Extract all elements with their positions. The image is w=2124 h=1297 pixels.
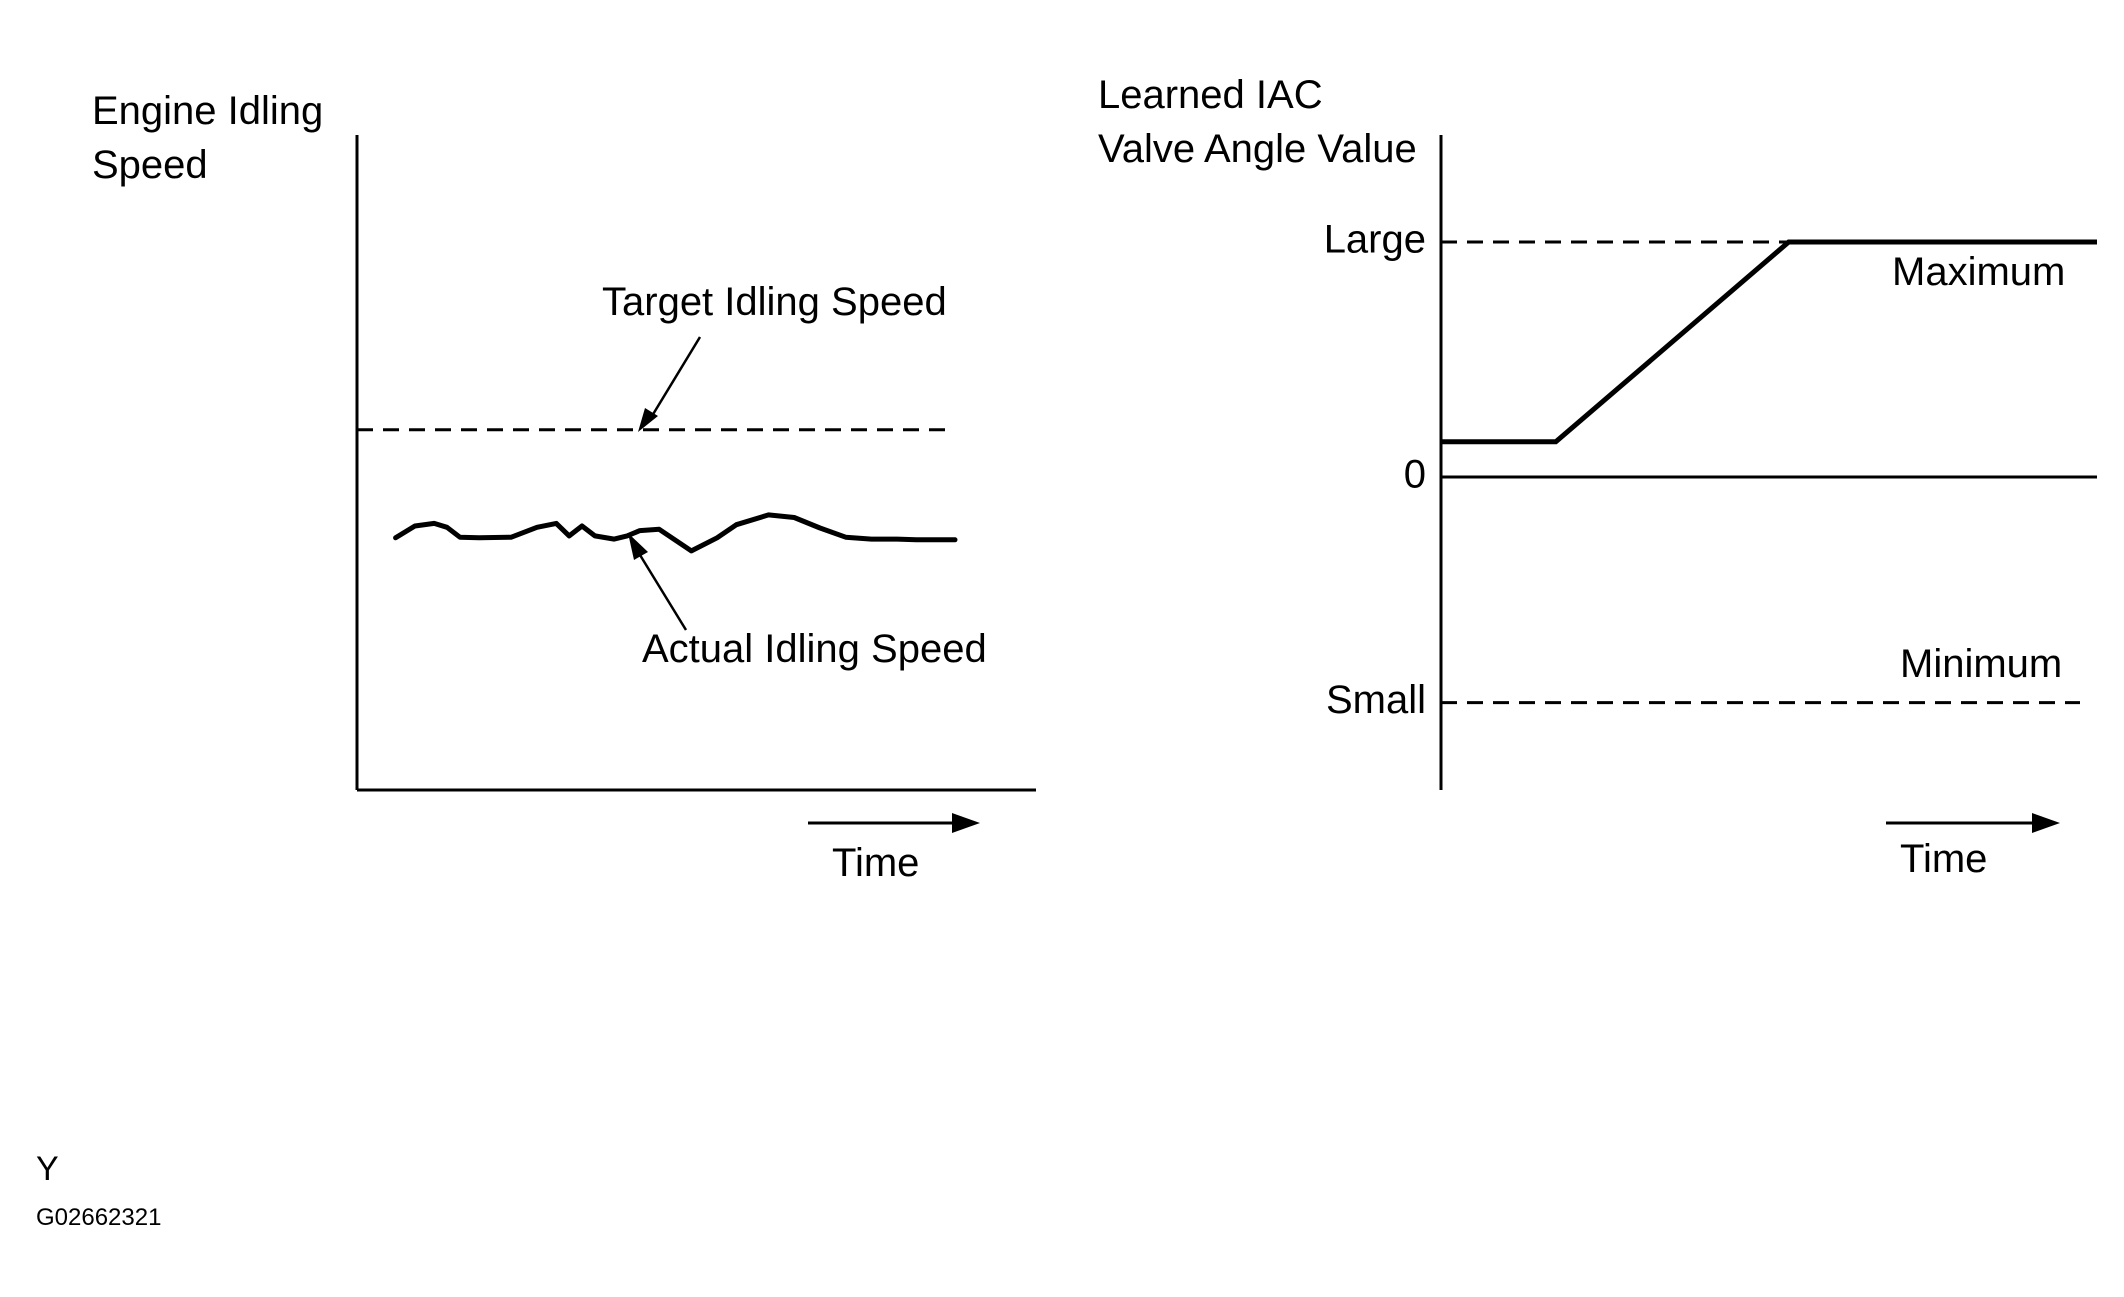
corner-letter: Y — [36, 1150, 59, 1188]
actual-annotation-arrow-line — [638, 554, 688, 631]
chart-learned-iac-value: Learned IAC Valve Angle Value Large 0 Sm… — [1098, 73, 2097, 881]
left-ylabel-line2: Speed — [92, 143, 208, 187]
chart-engine-idling-speed: Engine Idling Speed Target Idling Speed … — [92, 89, 1036, 885]
target-idling-speed-label: Target Idling Speed — [602, 280, 947, 324]
minimum-label: Minimum — [1900, 642, 2062, 686]
actual-idling-speed-label: Actual Idling Speed — [642, 627, 987, 671]
left-time-arrowhead — [952, 813, 980, 833]
target-annotation-arrow-line — [650, 336, 702, 417]
right-ylabel-line1: Learned IAC — [1098, 73, 1323, 117]
actual-annotation-arrowhead — [628, 533, 648, 560]
maximum-label: Maximum — [1892, 250, 2065, 294]
figure-code: G02662321 — [36, 1204, 161, 1231]
right-ylabel-line2: Valve Angle Value — [1098, 127, 1417, 171]
learned-value-line — [1441, 239, 2097, 445]
left-ylabel-line1: Engine Idling — [92, 89, 323, 133]
target-annotation-arrowhead — [638, 408, 658, 432]
ytick-zero: 0 — [1404, 453, 1426, 497]
right-xlabel: Time — [1900, 837, 1987, 881]
ytick-small: Small — [1326, 678, 1426, 722]
actual-idling-speed-line — [393, 512, 958, 554]
right-time-arrowhead — [2032, 813, 2060, 833]
ytick-large: Large — [1324, 218, 1426, 262]
left-xlabel: Time — [832, 841, 919, 885]
